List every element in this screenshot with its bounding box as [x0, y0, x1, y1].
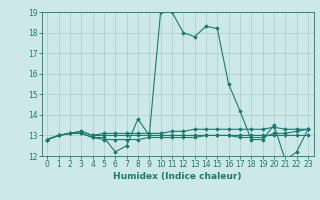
X-axis label: Humidex (Indice chaleur): Humidex (Indice chaleur) — [113, 172, 242, 181]
